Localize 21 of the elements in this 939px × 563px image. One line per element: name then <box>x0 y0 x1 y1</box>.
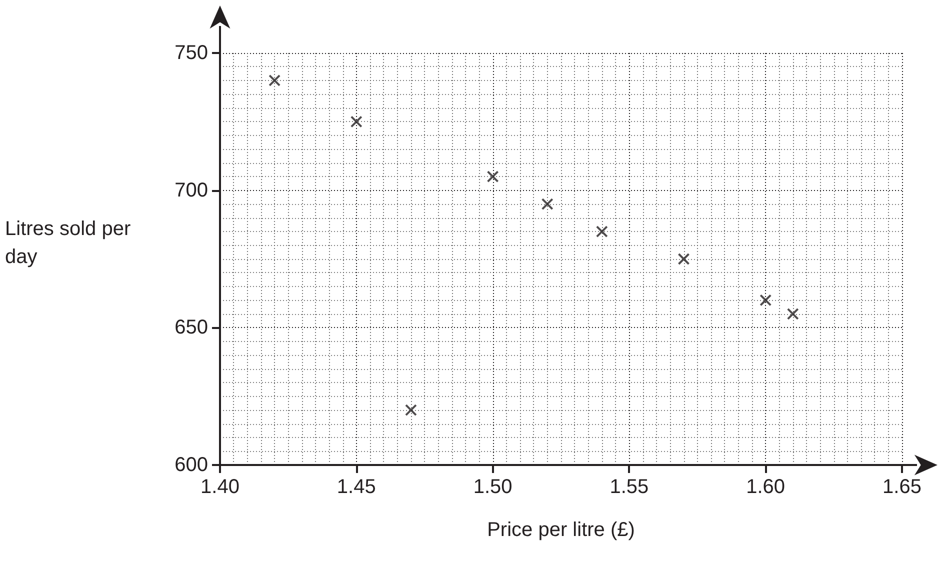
x-tick-label: 1.45 <box>336 476 376 498</box>
x-tick-label: 1.65 <box>882 476 922 498</box>
point <box>404 404 417 416</box>
x-tick-label: 1.55 <box>610 476 649 498</box>
x-tick-label: 1.40 <box>200 476 240 498</box>
x-tick-label: 1.50 <box>473 476 512 498</box>
y-axis-title: Litres sold per day <box>5 218 136 268</box>
point <box>350 116 362 128</box>
point <box>678 253 690 265</box>
y-tick-label: 600 <box>174 454 208 476</box>
point <box>786 308 799 320</box>
y-tick-label: 650 <box>174 316 208 339</box>
y-tick-label: 750 <box>174 42 208 64</box>
x-tick-label: 1.60 <box>746 476 786 498</box>
y-tick-label: 700 <box>174 179 208 202</box>
point <box>596 226 608 238</box>
point <box>541 198 554 210</box>
x-axis-title: Price per litre (£) <box>487 519 635 541</box>
point <box>268 74 281 86</box>
point <box>486 170 499 183</box>
point <box>760 294 772 306</box>
